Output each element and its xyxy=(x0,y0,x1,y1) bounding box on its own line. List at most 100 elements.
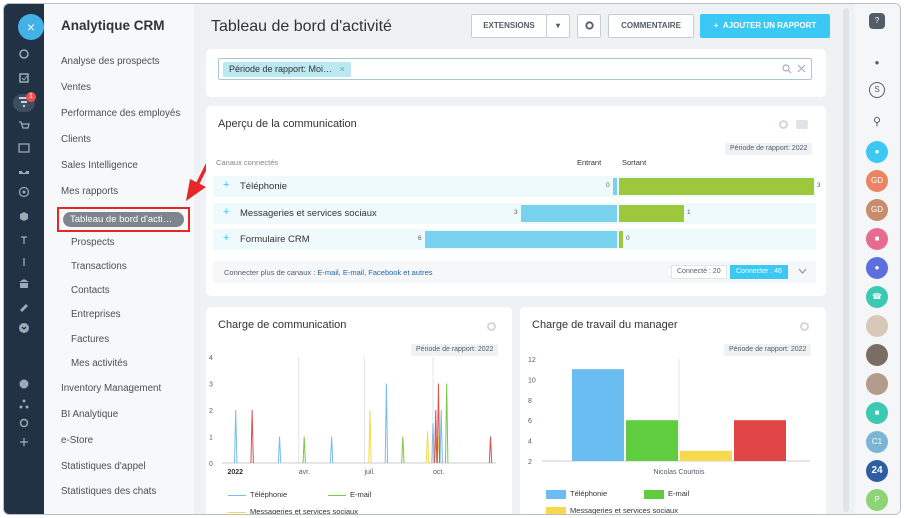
avatar-photo-1[interactable] xyxy=(866,315,888,337)
add-report-button[interactable]: + AJOUTER UN RAPPORT xyxy=(700,14,830,38)
search-icon[interactable] xyxy=(782,64,792,74)
chat-bubble-icon[interactable]: S xyxy=(869,82,885,98)
expand-plus-icon[interactable]: + xyxy=(223,179,230,191)
widget-settings-icon[interactable] xyxy=(487,322,496,331)
legend-item[interactable]: E-mail xyxy=(328,490,371,499)
text-tool-icon[interactable] xyxy=(12,232,36,250)
widget-settings-icon[interactable] xyxy=(800,322,809,331)
widget-settings-icon[interactable] xyxy=(779,120,788,129)
settings-gear-icon[interactable] xyxy=(12,415,36,433)
legend-item[interactable]: Téléphonie xyxy=(546,489,607,499)
channel-row[interactable]: + Messageries et services sociaux 3 1 xyxy=(213,202,816,224)
outgoing-value: 1 xyxy=(687,208,691,216)
manager-load-widget: Charge de travail du manager Période de … xyxy=(520,307,826,514)
extensions-button[interactable]: EXTENSIONS xyxy=(471,14,547,38)
menu-item-e-store[interactable]: e-Store xyxy=(61,435,94,446)
right-sidebar: ? ● S ⚲ ● GD GD ■ ● ☎ ■ C1 24 P xyxy=(842,4,900,514)
menu-item-my-reports[interactable]: Mes rapports xyxy=(61,186,119,197)
settings-button[interactable] xyxy=(577,14,601,38)
y-tick-label: 6 xyxy=(528,418,532,425)
legend-swatch xyxy=(546,489,566,499)
help-circle-icon[interactable] xyxy=(12,376,36,394)
legend-swatch xyxy=(546,506,566,514)
filter-panel: Période de rapport: Moi… × xyxy=(206,49,826,97)
task-check-icon[interactable] xyxy=(12,70,36,88)
menu-subitem-prospects[interactable]: Prospects xyxy=(71,237,115,248)
legend-item[interactable]: E-mail xyxy=(644,489,689,499)
communication-load-widget: Charge de communication Période de rappo… xyxy=(206,307,512,514)
pen-icon[interactable] xyxy=(12,298,36,316)
period-badge: Période de rapport: 2022 xyxy=(724,344,812,356)
menu-item-clients[interactable]: Clients xyxy=(61,134,91,145)
comment-button[interactable]: COMMENTAIRE xyxy=(608,14,694,38)
expand-plus-icon[interactable]: + xyxy=(223,232,230,244)
search-icon[interactable]: ⚲ xyxy=(872,116,882,128)
avatar-gd-1[interactable]: GD xyxy=(866,170,888,192)
add-user-icon[interactable]: ● xyxy=(866,141,888,163)
incoming-bar xyxy=(521,204,617,222)
avatar-c1[interactable]: C1 xyxy=(866,431,888,453)
legend-item[interactable]: Téléphonie xyxy=(228,490,287,499)
chip-remove-icon[interactable]: × xyxy=(339,64,345,74)
avatar-p[interactable]: P xyxy=(866,489,888,511)
menu-item-chat-stats[interactable]: Statistiques des chats xyxy=(61,486,157,497)
home-icon[interactable] xyxy=(12,46,36,64)
line-series-spike xyxy=(302,436,306,464)
filter-search-input[interactable]: Période de rapport: Moi… × xyxy=(218,58,812,80)
link-email-2[interactable]: E-mail xyxy=(342,268,365,277)
page-scrollbar[interactable] xyxy=(843,8,849,512)
bank-icon[interactable] xyxy=(12,276,36,294)
menu-item-employee-performance[interactable]: Performance des employés xyxy=(61,108,181,119)
menu-subitem-transactions[interactable]: Transactions xyxy=(71,261,127,272)
avatar-photo-2[interactable] xyxy=(866,344,888,366)
menu-item-bi-analytics[interactable]: BI Analytique xyxy=(61,409,119,420)
phone-icon[interactable]: ☎ xyxy=(866,286,888,308)
legend-item[interactable]: Messageries et services sociaux xyxy=(228,507,358,514)
menu-item-sales[interactable]: Ventes xyxy=(61,82,91,93)
col-outgoing-header: Sortant xyxy=(622,158,647,167)
menu-item-lead-analysis[interactable]: Analyse des prospects xyxy=(61,56,160,67)
menu-subitem-companies[interactable]: Entreprises xyxy=(71,309,121,320)
widget-expand-icon[interactable] xyxy=(796,120,808,129)
close-menu-button[interactable]: × xyxy=(18,14,44,40)
line-series-spike xyxy=(277,436,282,464)
avatar-24[interactable]: 24 xyxy=(866,460,888,482)
box-icon[interactable] xyxy=(12,208,36,226)
menu-subitem-invoices[interactable]: Factures xyxy=(71,334,110,345)
x-tick-label: juil. xyxy=(363,469,375,476)
chevron-circle-icon[interactable] xyxy=(12,320,36,338)
channel-row[interactable]: + Téléphonie 0 3 xyxy=(213,176,821,197)
cart-icon[interactable] xyxy=(12,118,36,136)
incoming-value: 0 xyxy=(606,182,610,189)
avatar-gd-2[interactable]: GD xyxy=(866,199,888,221)
help-icon[interactable]: ? xyxy=(869,13,885,29)
group-chat-icon[interactable]: ● xyxy=(866,257,888,279)
menu-item-activity-dashboard[interactable]: Tableau de bord d'acti… xyxy=(63,212,184,227)
connect-button[interactable]: Connecter : 46 xyxy=(730,265,788,279)
menu-item-sales-intelligence[interactable]: Sales Intelligence xyxy=(61,160,138,171)
contact-card-icon[interactable] xyxy=(12,140,36,158)
menu-item-inventory[interactable]: Inventory Management xyxy=(61,383,162,394)
legend-item[interactable]: Messageries et services sociaux xyxy=(546,506,678,514)
link-facebook-others[interactable]: Facebook et autres xyxy=(368,268,433,277)
target-icon[interactable] xyxy=(12,184,36,202)
divider-icon[interactable] xyxy=(12,254,36,272)
inbox-icon[interactable] xyxy=(12,162,36,180)
clear-icon[interactable] xyxy=(797,64,806,73)
channel-row[interactable]: + Formulaire CRM 6 0 xyxy=(213,229,816,250)
structure-icon[interactable] xyxy=(12,396,36,414)
menu-item-call-stats[interactable]: Statistiques d'appel xyxy=(61,461,146,472)
chevron-down-icon[interactable] xyxy=(798,268,807,275)
extensions-dropdown-button[interactable]: ▾ xyxy=(546,14,570,38)
x-tick-label: avr. xyxy=(299,469,310,476)
menu-subitem-my-activities[interactable]: Mes activités xyxy=(71,358,128,369)
chat-icon[interactable]: ■ xyxy=(866,402,888,424)
filter-chip-period[interactable]: Période de rapport: Moi… × xyxy=(223,62,351,77)
mail-icon[interactable]: ■ xyxy=(866,228,888,250)
bell-icon[interactable]: ● xyxy=(874,58,880,67)
expand-plus-icon[interactable]: + xyxy=(223,205,230,218)
menu-subitem-contacts[interactable]: Contacts xyxy=(71,285,110,296)
avatar-photo-3[interactable] xyxy=(866,373,888,395)
link-email-1[interactable]: E-mail xyxy=(317,268,339,277)
add-plus-icon[interactable] xyxy=(12,434,36,452)
